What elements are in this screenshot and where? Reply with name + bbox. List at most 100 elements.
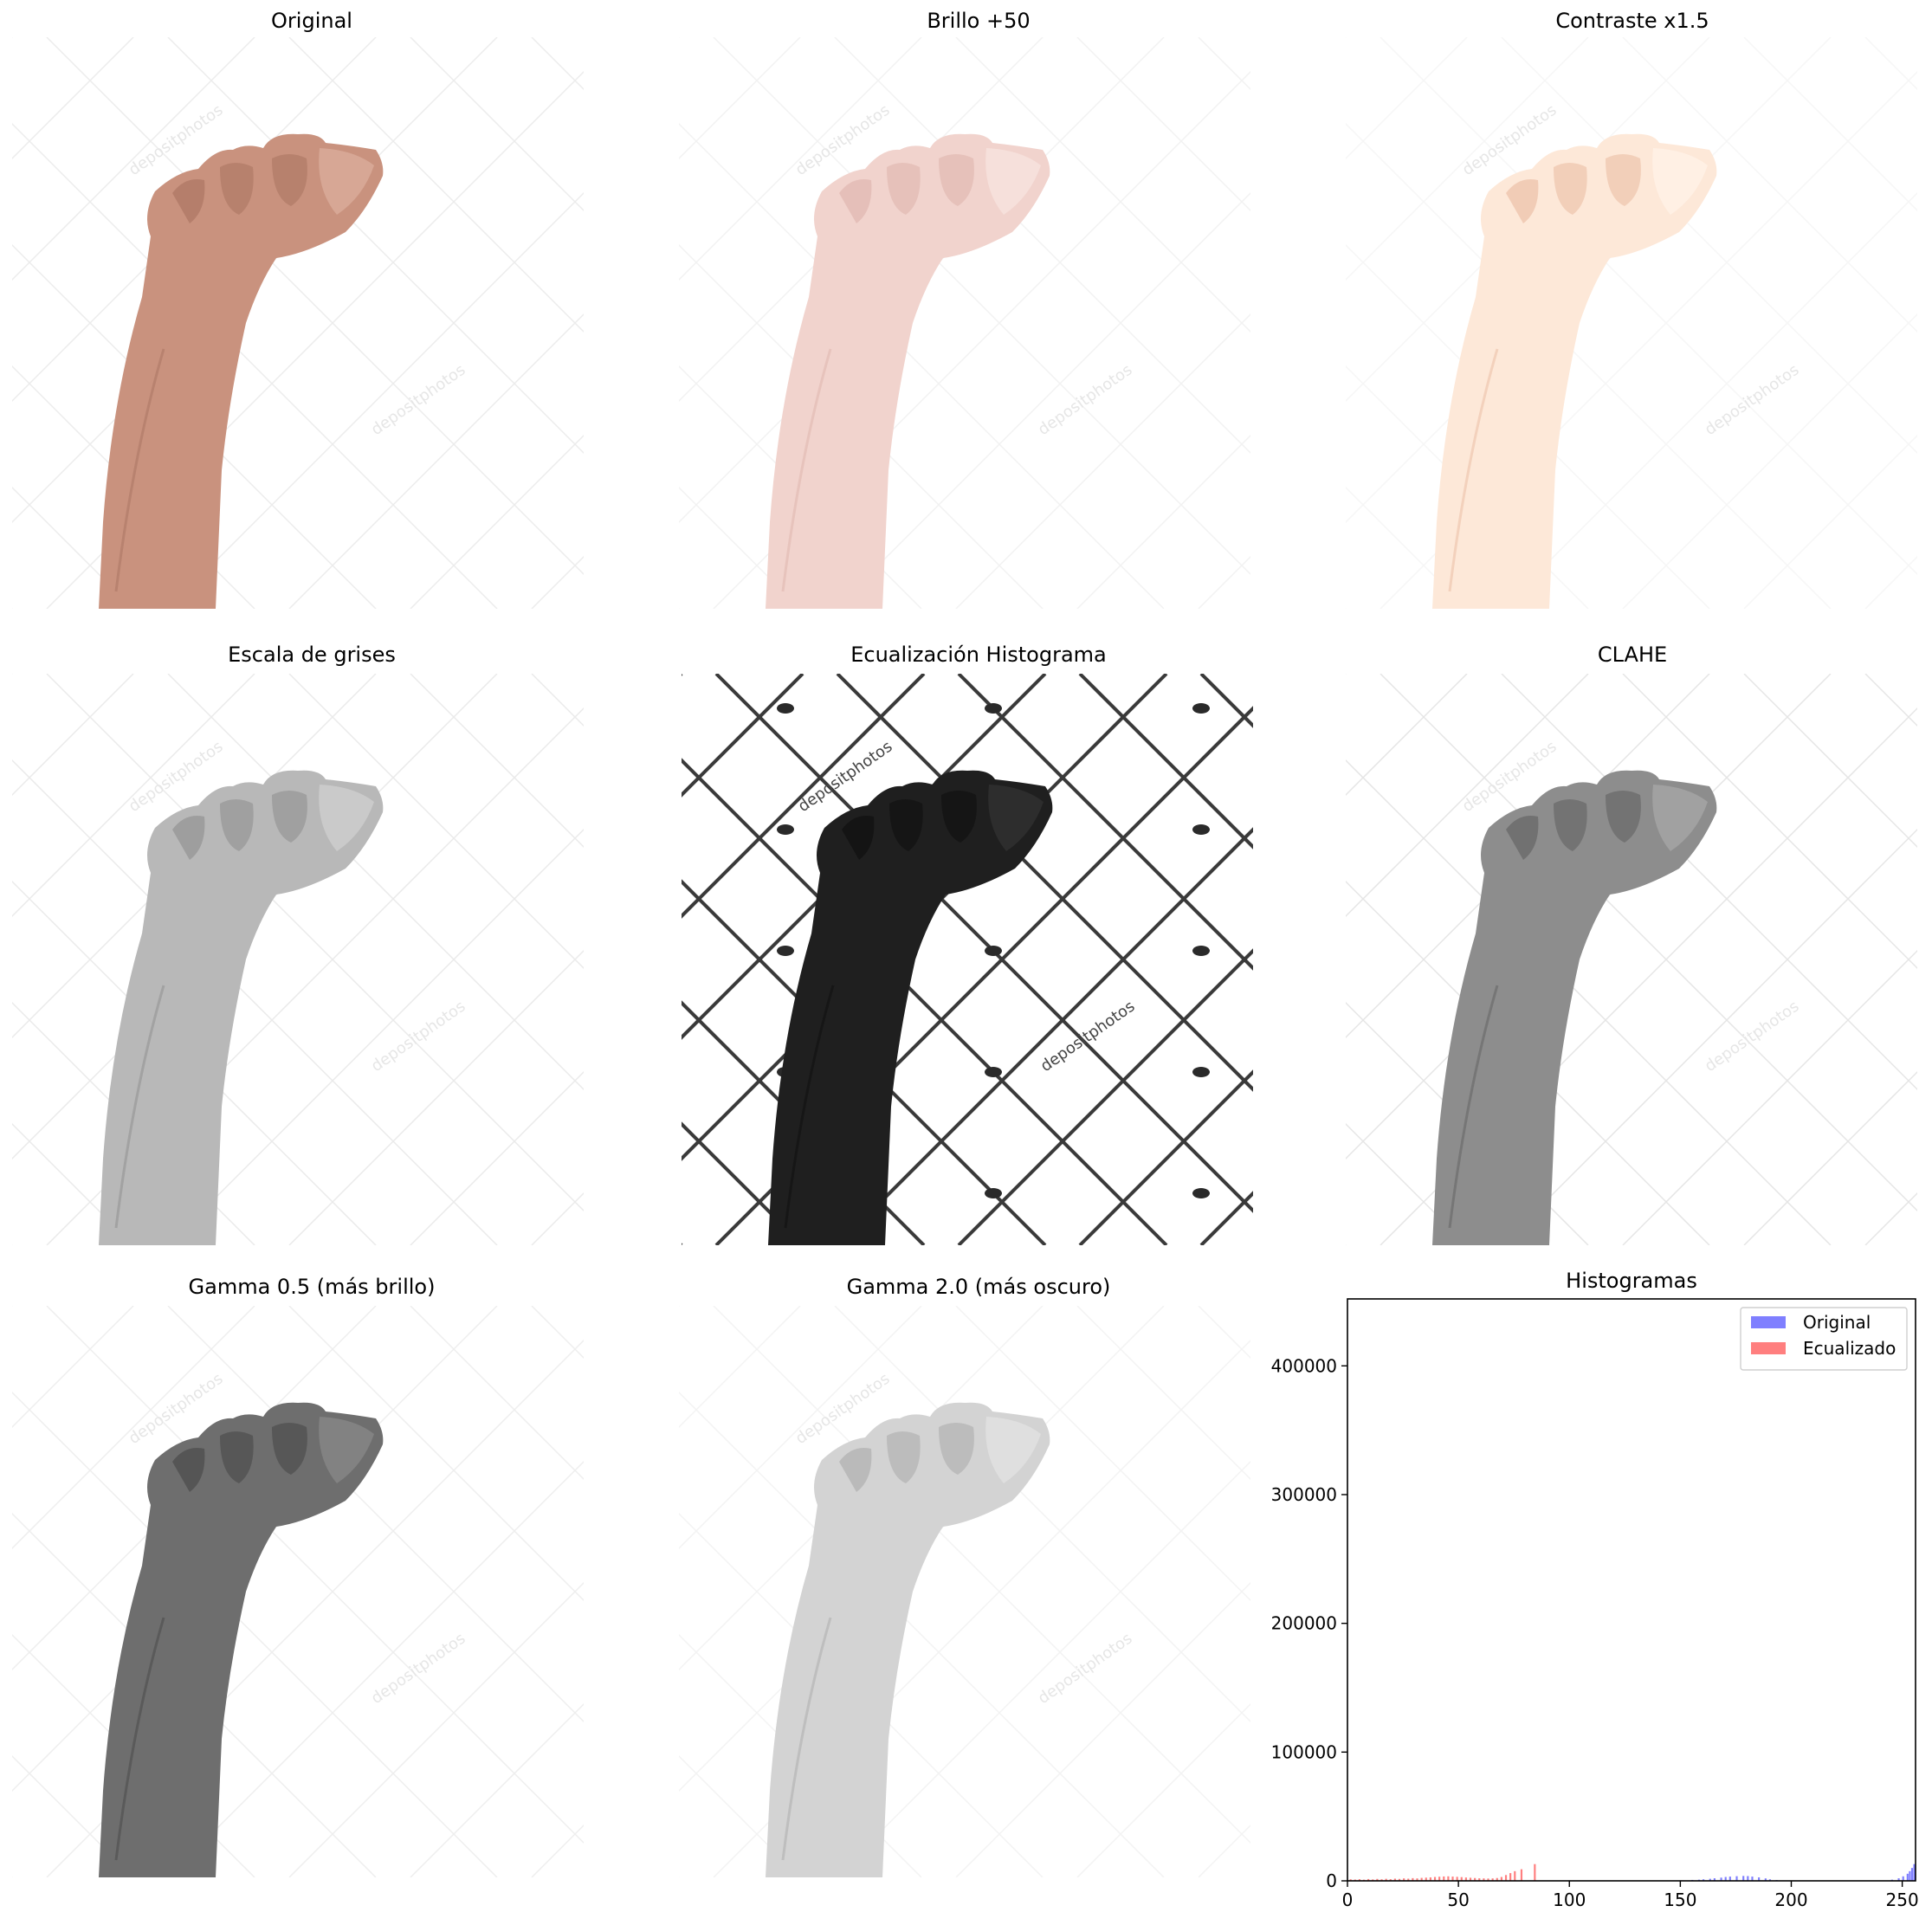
knuckle-shade	[839, 1448, 872, 1492]
image-contraste: depositphotos depositphotos	[1346, 37, 1917, 609]
pattern-line	[1501, 191, 1917, 609]
arm-shape	[99, 1402, 384, 1877]
histogram-bar	[1703, 1879, 1705, 1881]
pattern-line	[834, 191, 1250, 609]
histogram-bar	[1416, 1878, 1418, 1881]
knuckle-shade	[939, 154, 974, 206]
pattern-line	[1076, 37, 1250, 212]
histogram-bar	[1451, 1877, 1454, 1881]
x-tick-label: 200	[1774, 1889, 1807, 1910]
x-tick-label: 150	[1664, 1889, 1696, 1910]
histogram-bar	[1534, 1864, 1536, 1881]
axis-ticks: 0 50 100 150 200 250 0 100000 200000 300000 400000	[1271, 1355, 1919, 1910]
fist-illustration	[766, 133, 1050, 609]
image-gamma20: depositphotos depositphotos	[679, 1306, 1250, 1877]
pattern-line	[12, 1306, 255, 1550]
histogram-bar	[1407, 1878, 1410, 1881]
knuckle-shade	[172, 816, 205, 860]
arm-shape	[1432, 133, 1717, 609]
histogram-bar	[1478, 1878, 1481, 1881]
pattern-line	[1078, 674, 1253, 849]
histogram-bar	[1412, 1877, 1414, 1881]
histogram-bar	[1909, 1870, 1911, 1881]
histogram-bar	[1747, 1876, 1749, 1881]
pattern-line	[12, 1306, 377, 1671]
histogram-bar	[1735, 1876, 1738, 1881]
arm-shape	[99, 770, 384, 1245]
histogram-bar	[1433, 1877, 1437, 1881]
pattern-line	[1346, 674, 1468, 797]
pattern-line	[1346, 37, 1589, 281]
fence-knot	[985, 946, 1002, 956]
panel-title: Escala de grises	[228, 643, 396, 667]
pattern-line	[12, 674, 255, 918]
panel-original: Original depositphotos depositphotos	[0, 0, 624, 615]
histogram-bar	[1758, 1877, 1761, 1881]
histogram-bar	[1398, 1878, 1401, 1881]
fence-knot	[1192, 1188, 1210, 1198]
legend-label-ecualizado: Ecualizado	[1803, 1338, 1896, 1359]
pattern-line	[1346, 674, 1710, 1039]
arm-contour	[1448, 348, 1499, 592]
pattern-line	[167, 1460, 584, 1877]
pattern-line	[410, 37, 584, 212]
series-ecualizado	[1349, 1864, 1536, 1881]
pattern-line	[1076, 1702, 1250, 1877]
fist-illustration	[766, 1402, 1050, 1877]
arm-shape	[766, 133, 1050, 609]
histogram-bar	[1709, 1878, 1711, 1881]
pattern-line	[12, 37, 134, 160]
panel-gamma20: Gamma 2.0 (más oscuro) depositphotos depo…	[667, 1264, 1290, 1879]
arm-contour	[781, 348, 832, 592]
pattern-line	[410, 1306, 584, 1481]
image-original: depositphotos depositphotos	[12, 37, 584, 609]
pattern-line	[955, 313, 1250, 609]
histogram-bar	[1393, 1878, 1396, 1881]
pattern-line	[12, 674, 377, 1039]
arm-contour	[114, 985, 165, 1229]
fist-illustration	[99, 1402, 384, 1877]
histogram-bar	[1438, 1877, 1441, 1881]
histogram-bar	[1367, 1878, 1370, 1881]
image-clahe: depositphotos depositphotos	[1346, 674, 1917, 1245]
arm-contour	[784, 985, 835, 1229]
panel-clahe: CLAHE depositphotos depositphotos	[1334, 632, 1931, 1247]
pattern-line	[679, 37, 1044, 403]
pattern-line	[955, 1581, 1250, 1877]
histogram-bar	[1429, 1877, 1431, 1881]
pattern-line	[12, 37, 377, 403]
pattern-line	[12, 1122, 134, 1245]
histogram-bar	[1728, 1877, 1731, 1881]
arm-shape	[766, 1402, 1050, 1877]
fence-knot	[985, 703, 1002, 714]
arm-shape	[768, 770, 1053, 1245]
image-ecualizacion: depositphotos depositphotos	[682, 674, 1253, 1245]
image-gamma05: depositphotos depositphotos	[12, 1306, 584, 1877]
pattern-line	[679, 37, 922, 281]
histogram-bar	[1380, 1879, 1383, 1881]
panel-title: CLAHE	[1597, 643, 1668, 667]
histogram-bar	[1496, 1877, 1498, 1881]
arm-contour	[1448, 985, 1499, 1229]
arm-shape	[1432, 770, 1717, 1245]
pattern-line	[1501, 828, 1917, 1245]
histogram-bar	[1902, 1876, 1904, 1881]
y-tick-label: 200000	[1271, 1613, 1337, 1634]
pattern-line	[682, 1121, 804, 1245]
knuckle-shade	[272, 791, 307, 843]
knuckle-shade	[172, 179, 205, 223]
pattern-line	[1743, 1070, 1917, 1245]
histogram-bar	[1514, 1870, 1516, 1881]
y-tick-label: 0	[1326, 1870, 1337, 1891]
fence-knot	[777, 824, 794, 835]
panel-gamma05: Gamma 0.5 (más brillo) depositphotos depo…	[0, 1264, 624, 1879]
legend-swatch-original	[1751, 1316, 1786, 1328]
histogram-bar	[1910, 1868, 1914, 1881]
fist-illustration	[1432, 770, 1717, 1245]
pattern-line	[167, 191, 584, 609]
panel-brillo: Brillo +50 depositphotos depositphotos	[667, 0, 1290, 615]
